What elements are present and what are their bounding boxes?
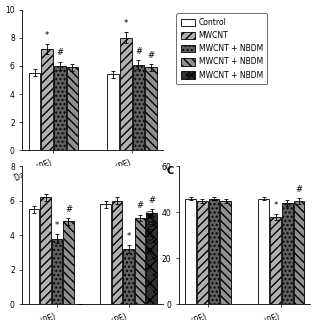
Text: *: * — [45, 31, 49, 40]
Bar — [63, 221, 74, 304]
Bar — [132, 65, 144, 150]
Bar — [52, 239, 62, 304]
Legend: Control, MWCNT, MWCNT + NBDM, MWCNT + NBDM, MWCNT + NBDM: Control, MWCNT, MWCNT + NBDM, MWCNT + NB… — [176, 13, 267, 84]
Bar — [282, 203, 293, 304]
Bar — [220, 201, 231, 304]
Text: *: * — [274, 201, 278, 210]
Text: *: * — [124, 19, 128, 28]
Bar — [108, 74, 119, 150]
Bar — [67, 67, 78, 150]
Bar — [54, 66, 66, 150]
Bar — [135, 218, 145, 304]
Text: #: # — [56, 48, 63, 58]
Bar — [40, 197, 51, 304]
Bar — [294, 201, 304, 304]
Text: #: # — [148, 51, 155, 60]
Text: *: * — [55, 221, 59, 230]
Bar — [112, 201, 123, 304]
Bar — [209, 198, 220, 304]
Text: C: C — [166, 166, 173, 176]
Bar — [29, 209, 39, 304]
Bar — [41, 49, 53, 150]
Text: #: # — [296, 185, 302, 194]
Bar — [259, 198, 269, 304]
Bar — [120, 38, 132, 150]
Bar — [197, 201, 208, 304]
Y-axis label: CAT (U/mg p): CAT (U/mg p) — [147, 210, 156, 260]
Text: #: # — [135, 47, 142, 56]
Text: *: * — [126, 232, 131, 241]
Text: #: # — [148, 196, 155, 205]
Bar — [185, 198, 196, 304]
Bar — [146, 213, 157, 304]
Bar — [123, 249, 134, 304]
Text: #: # — [65, 205, 72, 214]
Bar — [100, 204, 111, 304]
Bar — [145, 67, 157, 150]
Bar — [29, 73, 40, 150]
Text: #: # — [137, 201, 144, 211]
Bar — [270, 217, 281, 304]
